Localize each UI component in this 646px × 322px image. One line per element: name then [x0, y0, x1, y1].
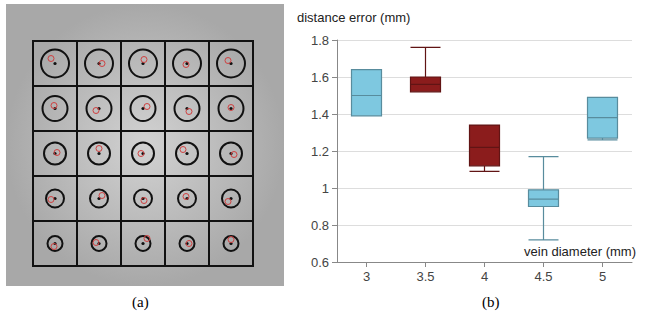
svg-text:3.5: 3.5: [416, 269, 434, 284]
svg-text:1: 1: [322, 181, 329, 196]
html-text:(b): (b): [482, 294, 500, 310]
svg-text:4.5: 4.5: [534, 269, 552, 284]
svg-text:0.8: 0.8: [311, 218, 329, 233]
svg-text:1.8: 1.8: [311, 33, 329, 48]
svg-text:3: 3: [363, 269, 370, 284]
svg-text:5: 5: [599, 269, 606, 284]
svg-text:distance error (mm): distance error (mm): [297, 10, 410, 25]
svg-text:1.2: 1.2: [311, 144, 329, 159]
svg-text:vein diameter (mm): vein diameter (mm): [524, 244, 636, 259]
svg-text:0.6: 0.6: [311, 255, 329, 270]
svg-text:4: 4: [481, 269, 488, 284]
svg-text:1.4: 1.4: [311, 107, 329, 122]
html-text:(a): (a): [132, 294, 149, 310]
svg-text:1.6: 1.6: [311, 70, 329, 85]
